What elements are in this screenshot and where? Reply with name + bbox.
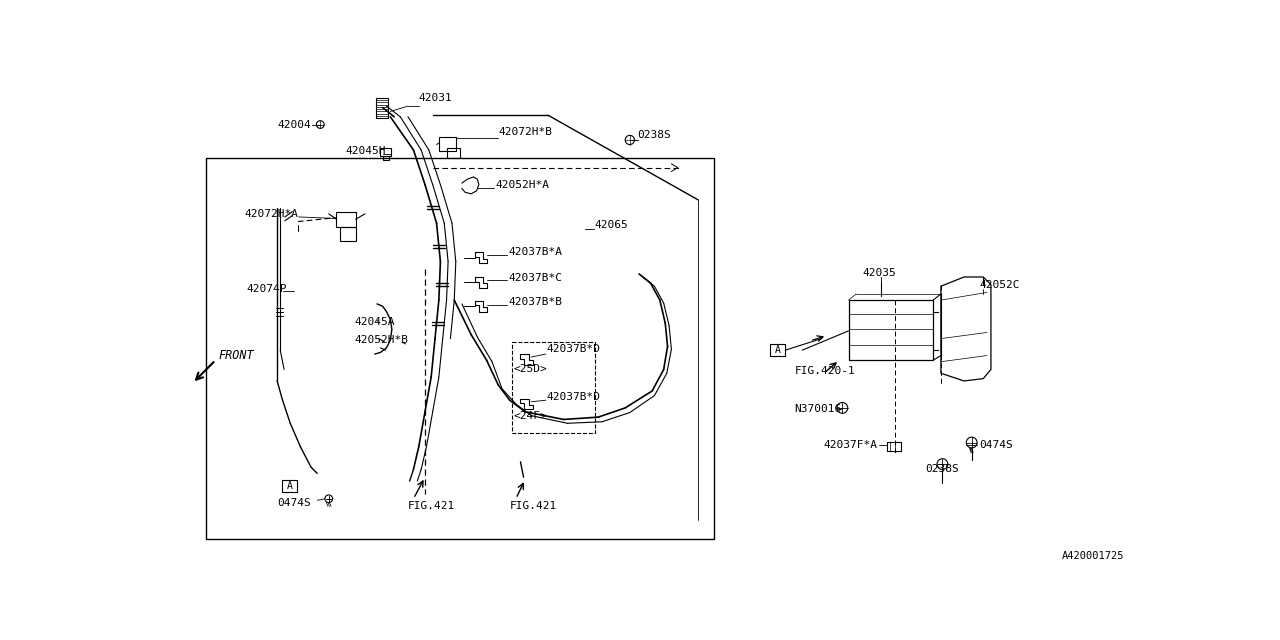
Text: 42072H*B: 42072H*B [498,127,552,137]
Text: 42045H: 42045H [346,147,387,157]
Text: 42037B*D: 42037B*D [547,344,600,354]
Text: 42074P: 42074P [246,284,287,294]
Bar [282,479,297,492]
Text: 42052H*A: 42052H*A [495,180,550,189]
Bar [337,212,356,227]
Text: FIG.421: FIG.421 [408,502,456,511]
Text: 42072H*A: 42072H*A [244,209,298,219]
Text: A: A [287,481,292,491]
Text: FIG.421: FIG.421 [509,502,557,511]
Bar [771,344,786,356]
Text: FRONT: FRONT [219,349,255,362]
Text: 42052C: 42052C [979,280,1020,290]
Text: 42052H*B: 42052H*B [355,335,408,345]
Text: 42065: 42065 [594,220,628,230]
Text: 42037B*C: 42037B*C [508,273,562,283]
Text: 42037B*D: 42037B*D [547,392,600,402]
Bar [887,442,901,451]
Bar [512,342,595,433]
Text: 42004: 42004 [278,120,311,129]
Text: 42031: 42031 [419,93,453,103]
Text: N370016: N370016 [795,404,842,415]
Text: FIG.420-1: FIG.420-1 [795,366,855,376]
Bar [849,300,933,360]
Bar [380,148,392,156]
Text: 42035: 42035 [863,268,896,278]
Bar [206,157,714,539]
Text: 42045A: 42045A [355,317,394,326]
Bar [383,156,389,160]
Text: A420001725: A420001725 [1061,551,1124,561]
Bar [340,227,356,241]
Text: 42037F*A: 42037F*A [824,440,878,450]
Bar [447,148,461,159]
Text: 0238S: 0238S [925,465,959,474]
Text: A: A [774,345,781,355]
Bar [376,99,388,118]
Text: 0474S: 0474S [278,499,311,508]
Text: <25D>: <25D> [513,364,548,374]
Text: 0238S: 0238S [637,129,671,140]
Text: 42037B*A: 42037B*A [508,247,562,257]
Text: 42037B*B: 42037B*B [508,298,562,307]
Bar [439,137,456,150]
Text: <24F>: <24F> [513,411,548,420]
Text: 0474S: 0474S [979,440,1014,450]
